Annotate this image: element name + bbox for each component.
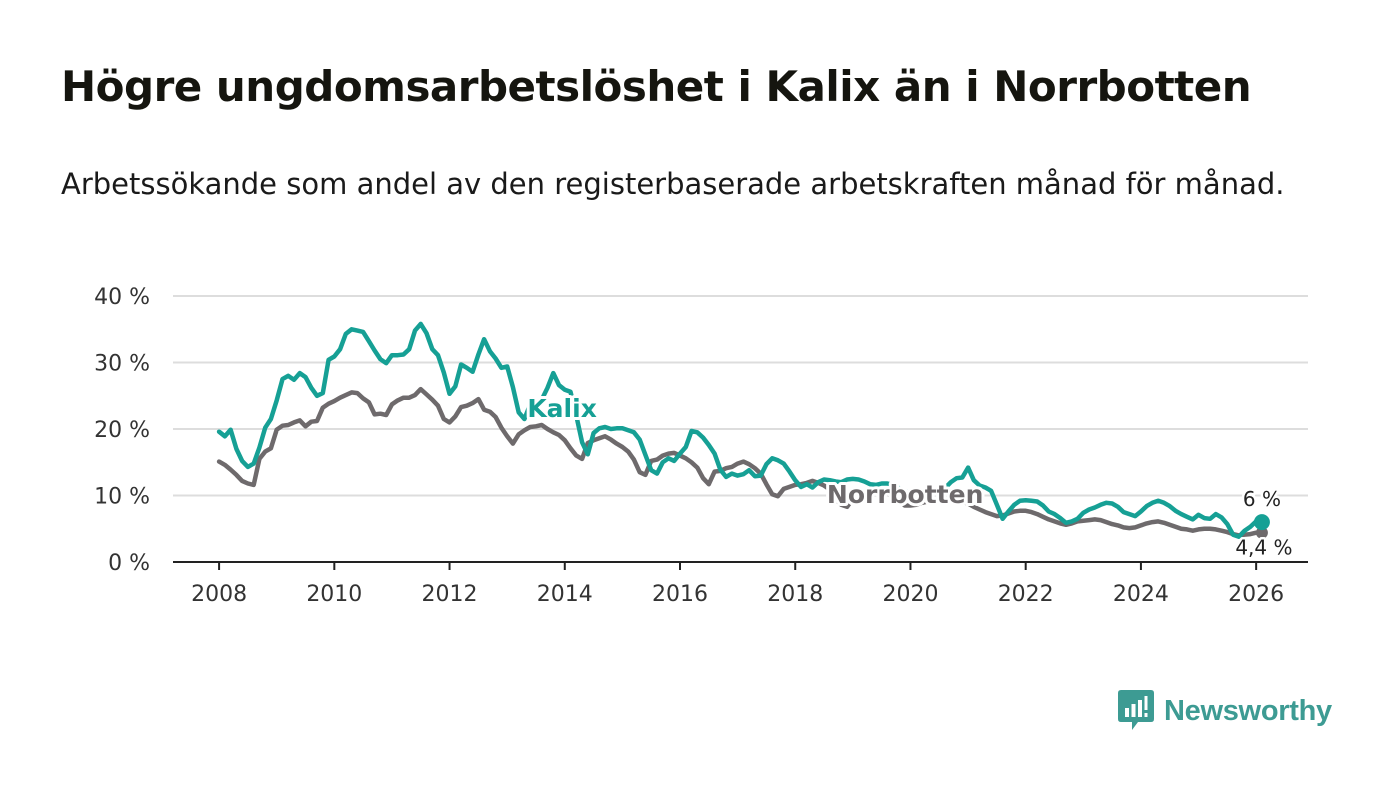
y-tick-label: 20 % bbox=[94, 418, 150, 443]
series-label-norrbotten: Norrbotten bbox=[827, 480, 983, 509]
y-tick-label: 30 % bbox=[94, 352, 150, 377]
x-tick-label: 2020 bbox=[882, 582, 938, 607]
axes: 0 % 10 % 20 % 30 % 40 % 2008 2010 2012 2014 2016 2… bbox=[94, 285, 1308, 607]
x-tick-label: 2022 bbox=[998, 582, 1054, 607]
x-tick-label: 2024 bbox=[1113, 582, 1169, 607]
series-labels: Kalix Norrbotten 6 % 4,4 % bbox=[524, 391, 1295, 562]
end-marker-kalix bbox=[1253, 514, 1270, 531]
series-label-kalix: Kalix bbox=[527, 394, 597, 423]
brand-name: Newsworthy bbox=[1164, 694, 1332, 727]
x-tick-label: 2018 bbox=[767, 582, 823, 607]
end-value-label-norrbotten: 4,4 % bbox=[1235, 536, 1292, 560]
y-tick-label: 40 % bbox=[94, 285, 150, 310]
chart-title: Högre ungdomsarbetslöshet i Kalix än i N… bbox=[61, 62, 1252, 111]
x-tick-label: 2014 bbox=[537, 582, 593, 607]
newsworthy-logo-icon bbox=[1118, 690, 1154, 730]
end-value-label-kalix: 6 % bbox=[1243, 487, 1281, 511]
x-tick-label: 2012 bbox=[422, 582, 478, 607]
y-tick-label: 0 % bbox=[108, 551, 150, 576]
grid-lines bbox=[173, 295, 1308, 497]
end-marker-norrbotten bbox=[1255, 526, 1268, 539]
series-line-kalix bbox=[216, 321, 1265, 539]
chart-subtitle: Arbetssökande som andel av den registerb… bbox=[61, 167, 1285, 201]
newsworthy-brand[interactable]: Newsworthy bbox=[1118, 690, 1332, 732]
x-tick-label: 2010 bbox=[306, 582, 362, 607]
series-line-norrbotten bbox=[216, 386, 1265, 538]
x-tick-label: 2008 bbox=[191, 582, 247, 607]
x-tick-label: 2026 bbox=[1228, 582, 1284, 607]
series-lines bbox=[216, 321, 1270, 539]
y-tick-label: 10 % bbox=[94, 485, 150, 510]
x-tick-label: 2016 bbox=[652, 582, 708, 607]
